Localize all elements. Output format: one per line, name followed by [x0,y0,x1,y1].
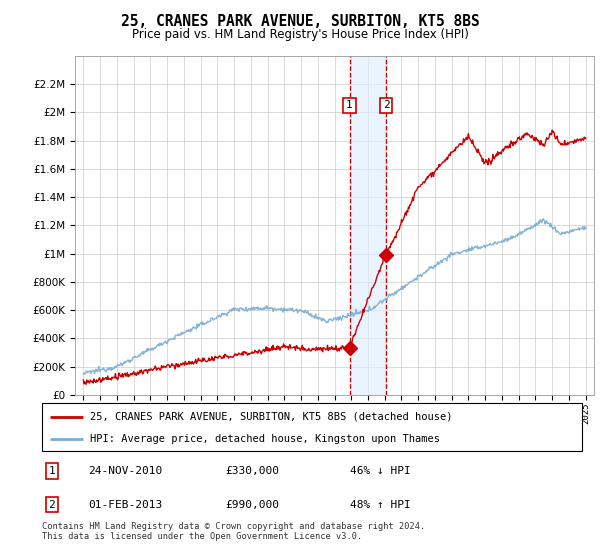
Text: 01-FEB-2013: 01-FEB-2013 [88,500,162,510]
Text: 46% ↓ HPI: 46% ↓ HPI [350,466,410,476]
Text: £990,000: £990,000 [226,500,280,510]
Text: 1: 1 [346,100,353,110]
Text: HPI: Average price, detached house, Kingston upon Thames: HPI: Average price, detached house, King… [89,434,440,444]
Text: 48% ↑ HPI: 48% ↑ HPI [350,500,410,510]
Text: Contains HM Land Registry data © Crown copyright and database right 2024.
This d: Contains HM Land Registry data © Crown c… [42,522,425,542]
Text: 24-NOV-2010: 24-NOV-2010 [88,466,162,476]
Text: 1: 1 [49,466,55,476]
FancyBboxPatch shape [42,403,582,451]
Text: £330,000: £330,000 [226,466,280,476]
Text: 25, CRANES PARK AVENUE, SURBITON, KT5 8BS (detached house): 25, CRANES PARK AVENUE, SURBITON, KT5 8B… [89,412,452,422]
Text: 2: 2 [383,100,389,110]
Text: 25, CRANES PARK AVENUE, SURBITON, KT5 8BS: 25, CRANES PARK AVENUE, SURBITON, KT5 8B… [121,14,479,29]
Text: 2: 2 [49,500,55,510]
Text: Price paid vs. HM Land Registry's House Price Index (HPI): Price paid vs. HM Land Registry's House … [131,28,469,41]
